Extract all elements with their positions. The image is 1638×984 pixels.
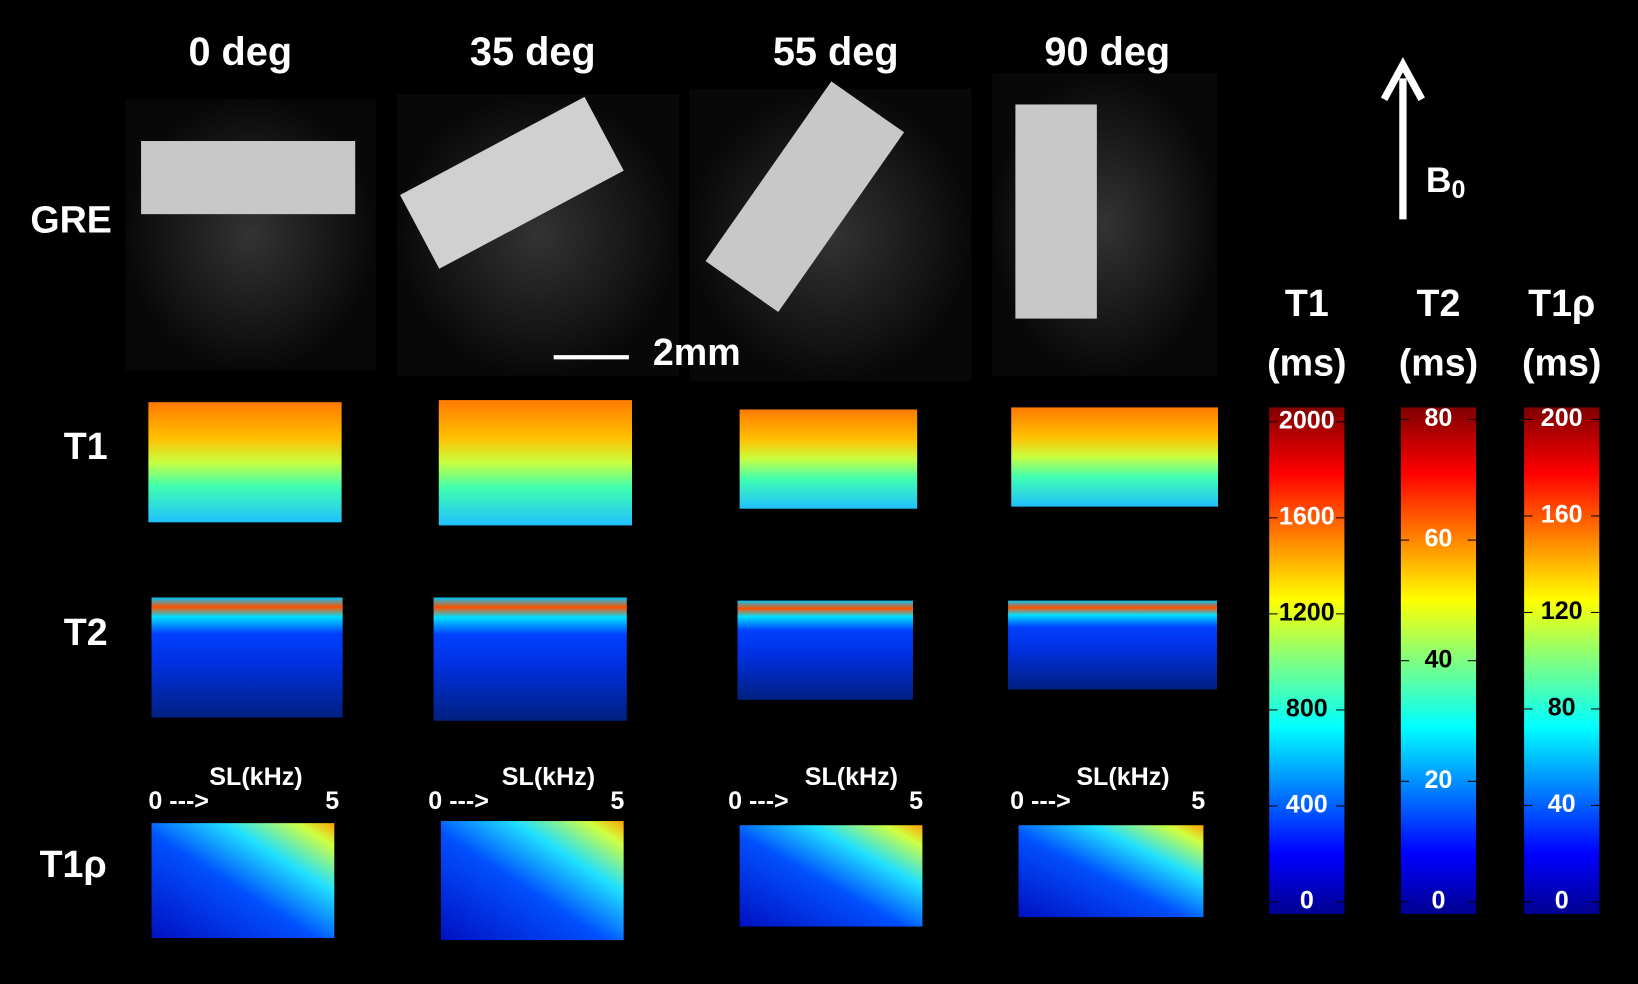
sl-axis-label: SL(kHz) [209, 763, 302, 791]
colorbar-tick-label: 40 [1424, 645, 1452, 673]
gre-sample [705, 81, 905, 312]
sl-axis-label: SL(kHz) [1076, 763, 1169, 791]
colorbar-tick-label: 60 [1424, 525, 1452, 553]
sl-axis-end: 5 [1191, 787, 1205, 815]
row-label: GRE [30, 198, 111, 240]
gre-images [125, 73, 1217, 382]
colorbar-tick-label: 200 [1541, 404, 1583, 432]
map-image [148, 402, 342, 523]
sl-axis-end: 5 [610, 787, 624, 815]
colorbar-unit: (ms) [1399, 342, 1478, 384]
scale-label: 2mm [653, 331, 741, 373]
colorbar-unit: (ms) [1522, 342, 1601, 384]
colorbar-tick-label: 120 [1541, 597, 1583, 625]
b0-subscript: 0 [1452, 176, 1466, 204]
gre-sample [400, 96, 624, 269]
map-image [438, 400, 633, 526]
sl-axis-start: 0 ---> [428, 787, 489, 815]
gre-background [125, 99, 377, 371]
sl-axis-start: 0 ---> [1010, 787, 1071, 815]
colorbar-tick-label: 20 [1424, 766, 1452, 794]
colorbar-unit: (ms) [1267, 342, 1346, 384]
colorbar [1269, 407, 1345, 915]
colorbar-tick-label: 2000 [1279, 406, 1335, 434]
map-image [440, 821, 624, 941]
map-image [737, 600, 914, 700]
b0-indicator: B0 [1380, 57, 1466, 220]
colorbar-title: T1 [1285, 282, 1329, 324]
map-image [1008, 600, 1217, 690]
b0-letter: B [1426, 160, 1452, 200]
map-image [433, 597, 627, 721]
map-image [739, 409, 918, 509]
row-label: T1 [64, 425, 108, 467]
colorbar-tick-label: 0 [1555, 887, 1569, 915]
colorbar-tick-label: 800 [1286, 695, 1328, 723]
column-label: 55 deg [773, 30, 899, 74]
sl-axis-end: 5 [909, 787, 923, 815]
colorbar-tick-label: 80 [1424, 404, 1452, 432]
sl-axis-start: 0 ---> [728, 787, 789, 815]
b0-label: B0 [1426, 160, 1466, 204]
map-image [739, 825, 923, 927]
b0-arrowhead [1380, 57, 1425, 101]
column-label: 35 deg [470, 30, 596, 74]
map-image [151, 597, 343, 718]
scale-bar: 2mm [553, 331, 741, 373]
sl-axis-end: 5 [325, 787, 339, 815]
map-image [1011, 407, 1219, 507]
sl-axis-label: SL(kHz) [805, 763, 898, 791]
colorbar-title: T1ρ [1528, 282, 1595, 324]
sl-axis-start: 0 ---> [148, 787, 209, 815]
colorbar-tick-label: 0 [1431, 887, 1445, 915]
gre-sample [141, 141, 356, 215]
colorbar [1400, 407, 1477, 915]
colorbar-tick-label: 1600 [1279, 502, 1335, 530]
colorbar-tick-label: 80 [1548, 694, 1576, 722]
column-label: 90 deg [1044, 30, 1170, 74]
row-label: T1ρ [40, 843, 107, 885]
colorbar-tick-label: 400 [1286, 791, 1328, 819]
colorbar [1524, 407, 1600, 915]
colorbar-tick-label: 1200 [1279, 599, 1335, 627]
map-image [1018, 825, 1204, 918]
row-label: T2 [64, 611, 108, 653]
map-image [151, 823, 335, 939]
colorbar-title: T2 [1417, 282, 1461, 324]
gre-sample [1015, 104, 1097, 319]
colorbar-tick-label: 0 [1300, 887, 1314, 915]
colorbar-tick-label: 160 [1541, 501, 1583, 529]
colorbar-tick-label: 40 [1548, 790, 1576, 818]
sl-axis-label: SL(kHz) [502, 763, 595, 791]
column-label: 0 deg [188, 30, 292, 74]
